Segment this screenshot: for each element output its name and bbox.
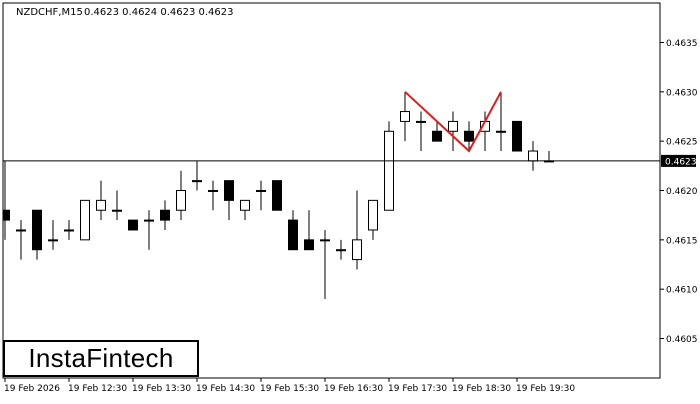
double-top-pattern (404, 91, 502, 153)
time-axis: 19 Feb 2026 19 Feb 12:30 19 Feb 13:30 19 Fe… (4, 378, 575, 394)
logo-text: InstaFintech (28, 343, 174, 373)
x-tick-label: 19 Feb 13:30 (132, 384, 191, 394)
bullish-candle (496, 130, 506, 133)
y-tick-label: 0.4635 (666, 39, 698, 49)
y-tick-label: 0.4630 (666, 88, 698, 98)
bullish-candle (208, 190, 218, 192)
bullish-candle (352, 239, 362, 261)
bearish-candle (32, 209, 42, 251)
bearish-candle (512, 120, 522, 152)
bullish-candle (48, 239, 58, 242)
y-tick-label: 0.4605 (666, 335, 698, 345)
bullish-candle (16, 229, 26, 232)
bearish-candle (3, 209, 10, 221)
bearish-candle (432, 130, 442, 142)
chart-header-symbol: NZDCHF,M15 (16, 7, 83, 18)
current-price-line-group: 0.4623 (3, 154, 697, 167)
bullish-candle (448, 120, 458, 132)
bullish-candle (400, 111, 410, 122)
bullish-candle (416, 120, 426, 123)
bullish-candle (240, 199, 250, 211)
x-tick-label: 19 Feb 15:30 (260, 384, 319, 394)
bearish-candle (160, 209, 170, 221)
bullish-candle (368, 199, 378, 231)
bearish-candle (288, 219, 298, 251)
chart-header-ohlc: 0.4623 0.4624 0.4623 0.4623 (84, 7, 234, 18)
bullish-candle (112, 209, 122, 212)
bullish-candle (144, 219, 154, 222)
double-top-line (404, 91, 502, 153)
bullish-candle (320, 239, 330, 242)
bullish-candle (96, 199, 106, 211)
plot-area (2, 2, 661, 379)
y-tick-label: 0.4615 (666, 236, 698, 246)
bearish-candle (304, 239, 314, 251)
y-tick-label: 0.4625 (666, 138, 698, 148)
bearish-candle (464, 130, 474, 142)
x-tick-label: 19 Feb 19:30 (516, 384, 575, 394)
current-price-tag (661, 154, 696, 167)
x-tick-label: 19 Feb 14:30 (196, 384, 255, 394)
bullish-candle (528, 150, 538, 162)
bullish-candle (80, 199, 90, 241)
bearish-candle (224, 180, 234, 201)
x-tick-label: 19 Feb 18:30 (452, 384, 511, 394)
x-tick-label: 19 Feb 12:30 (68, 384, 127, 394)
bullish-candle (64, 229, 74, 232)
bullish-candle (384, 130, 394, 211)
bullish-candle (176, 190, 186, 211)
x-tick-label: 19 Feb 17:30 (388, 384, 447, 394)
bullish-candle (192, 180, 202, 183)
x-tick-label: 19 Feb 2026 (4, 384, 60, 394)
instafintech-logo: InstaFintech (3, 340, 199, 377)
y-tick-label: 0.4610 (666, 286, 698, 296)
price-axis: 0.4605 0.4610 0.4615 0.4620 0.4625 0.4630 0.46… (660, 39, 698, 345)
y-tick-label: 0.4620 (666, 187, 698, 197)
bearish-candle (272, 180, 282, 211)
bullish-candle (336, 249, 346, 252)
bearish-candle (128, 219, 138, 231)
x-tick-label: 19 Feb 16:30 (324, 384, 383, 394)
current-price-tag-label: 0.4623 (665, 157, 697, 167)
bullish-candle (256, 190, 266, 192)
